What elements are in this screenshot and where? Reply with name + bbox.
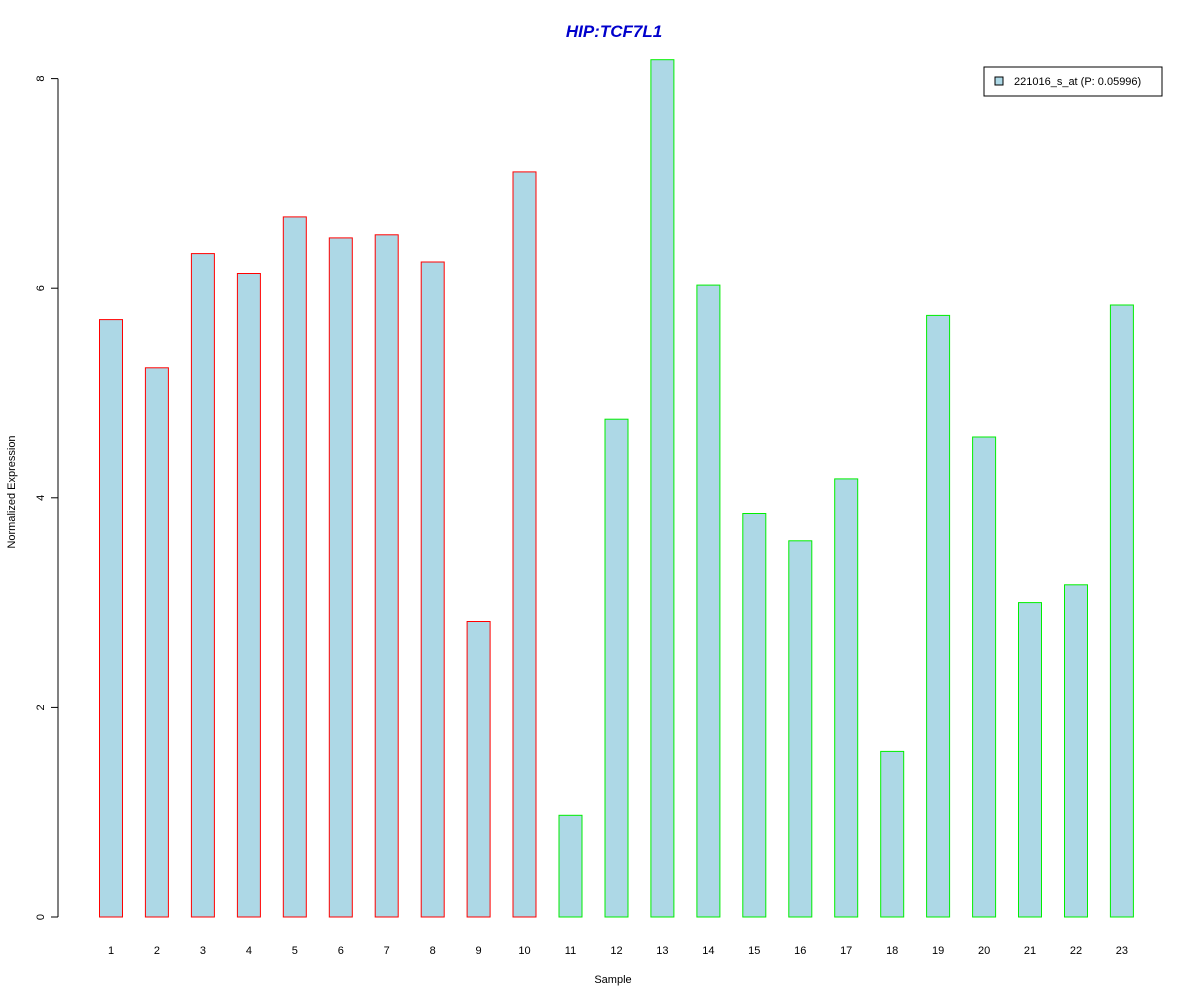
legend-box — [983, 66, 1163, 97]
y-tick-label: 0 — [35, 914, 47, 920]
bar-sample-14 — [696, 284, 721, 918]
x-tick-label: 13 — [656, 945, 668, 957]
x-tick-label: 23 — [1116, 945, 1128, 957]
x-axis-label: Sample — [594, 974, 631, 986]
bar-sample-6 — [328, 237, 353, 918]
x-tick-label: 1 — [108, 945, 114, 957]
x-tick-label: 16 — [794, 945, 806, 957]
x-tick-label: 21 — [1024, 945, 1036, 957]
x-tick-label: 12 — [610, 945, 622, 957]
x-tick-label: 17 — [840, 945, 852, 957]
x-tick-label: 8 — [430, 945, 436, 957]
bar-sample-8 — [420, 261, 445, 918]
x-tick-label: 20 — [978, 945, 990, 957]
x-tick-label: 7 — [384, 945, 390, 957]
bar-sample-13 — [650, 59, 675, 918]
x-tick-label: 15 — [748, 945, 760, 957]
bar-sample-20 — [972, 436, 997, 918]
bar-sample-7 — [374, 234, 399, 918]
x-tick-label: 19 — [932, 945, 944, 957]
x-tick-label: 11 — [565, 945, 576, 957]
x-tick-label: 10 — [518, 945, 530, 957]
y-tick-label: 4 — [35, 495, 47, 501]
bar-sample-22 — [1064, 584, 1088, 918]
y-axis-label: Normalized Expression — [6, 435, 18, 548]
bar-sample-18 — [880, 750, 905, 918]
x-tick-label: 6 — [338, 945, 344, 957]
bar-sample-15 — [742, 513, 767, 918]
x-tick-label: 4 — [246, 945, 252, 957]
x-tick-label: 5 — [292, 945, 298, 957]
bar-sample-16 — [788, 540, 813, 918]
x-tick-label: 9 — [476, 945, 482, 957]
bar-sample-3 — [190, 253, 215, 918]
bar-sample-23 — [1109, 304, 1134, 918]
bar-sample-9 — [466, 621, 491, 918]
bar-sample-1 — [99, 319, 123, 918]
bar-sample-2 — [144, 367, 169, 918]
bar-sample-17 — [834, 478, 859, 918]
x-tick-label: 14 — [702, 945, 714, 957]
bar-sample-5 — [282, 216, 307, 918]
y-tick-label: 2 — [35, 704, 47, 710]
bar-sample-4 — [236, 273, 261, 918]
x-tick-labels: 1 2 3 4 5 6 7 8 9 10 11 12 13 14 15 16 17 18 19 20 21 22 23 — [108, 945, 1128, 957]
x-tick-label: 22 — [1070, 945, 1082, 957]
x-tick-label: 2 — [154, 945, 160, 957]
x-tick-label: 18 — [886, 945, 898, 957]
legend-swatch — [994, 76, 1004, 86]
bar-sample-10 — [512, 171, 537, 918]
legend-label: 221016_s_at (P: 0.05996) — [1014, 76, 1141, 88]
y-tick-label: 6 — [35, 285, 47, 291]
chart-title: HIP:TCF7L1 — [566, 22, 662, 41]
bar-sample-12 — [604, 418, 629, 918]
bar-sample-21 — [1018, 602, 1042, 918]
x-tick-label: 3 — [200, 945, 206, 957]
bar-sample-19 — [926, 314, 951, 918]
bar-sample-11 — [558, 814, 583, 918]
y-tick-label: 8 — [35, 76, 47, 82]
bars — [99, 59, 1134, 918]
y-axis: 0 2 4 6 8 — [35, 76, 59, 920]
legend: 221016_s_at (P: 0.05996) — [983, 66, 1163, 97]
